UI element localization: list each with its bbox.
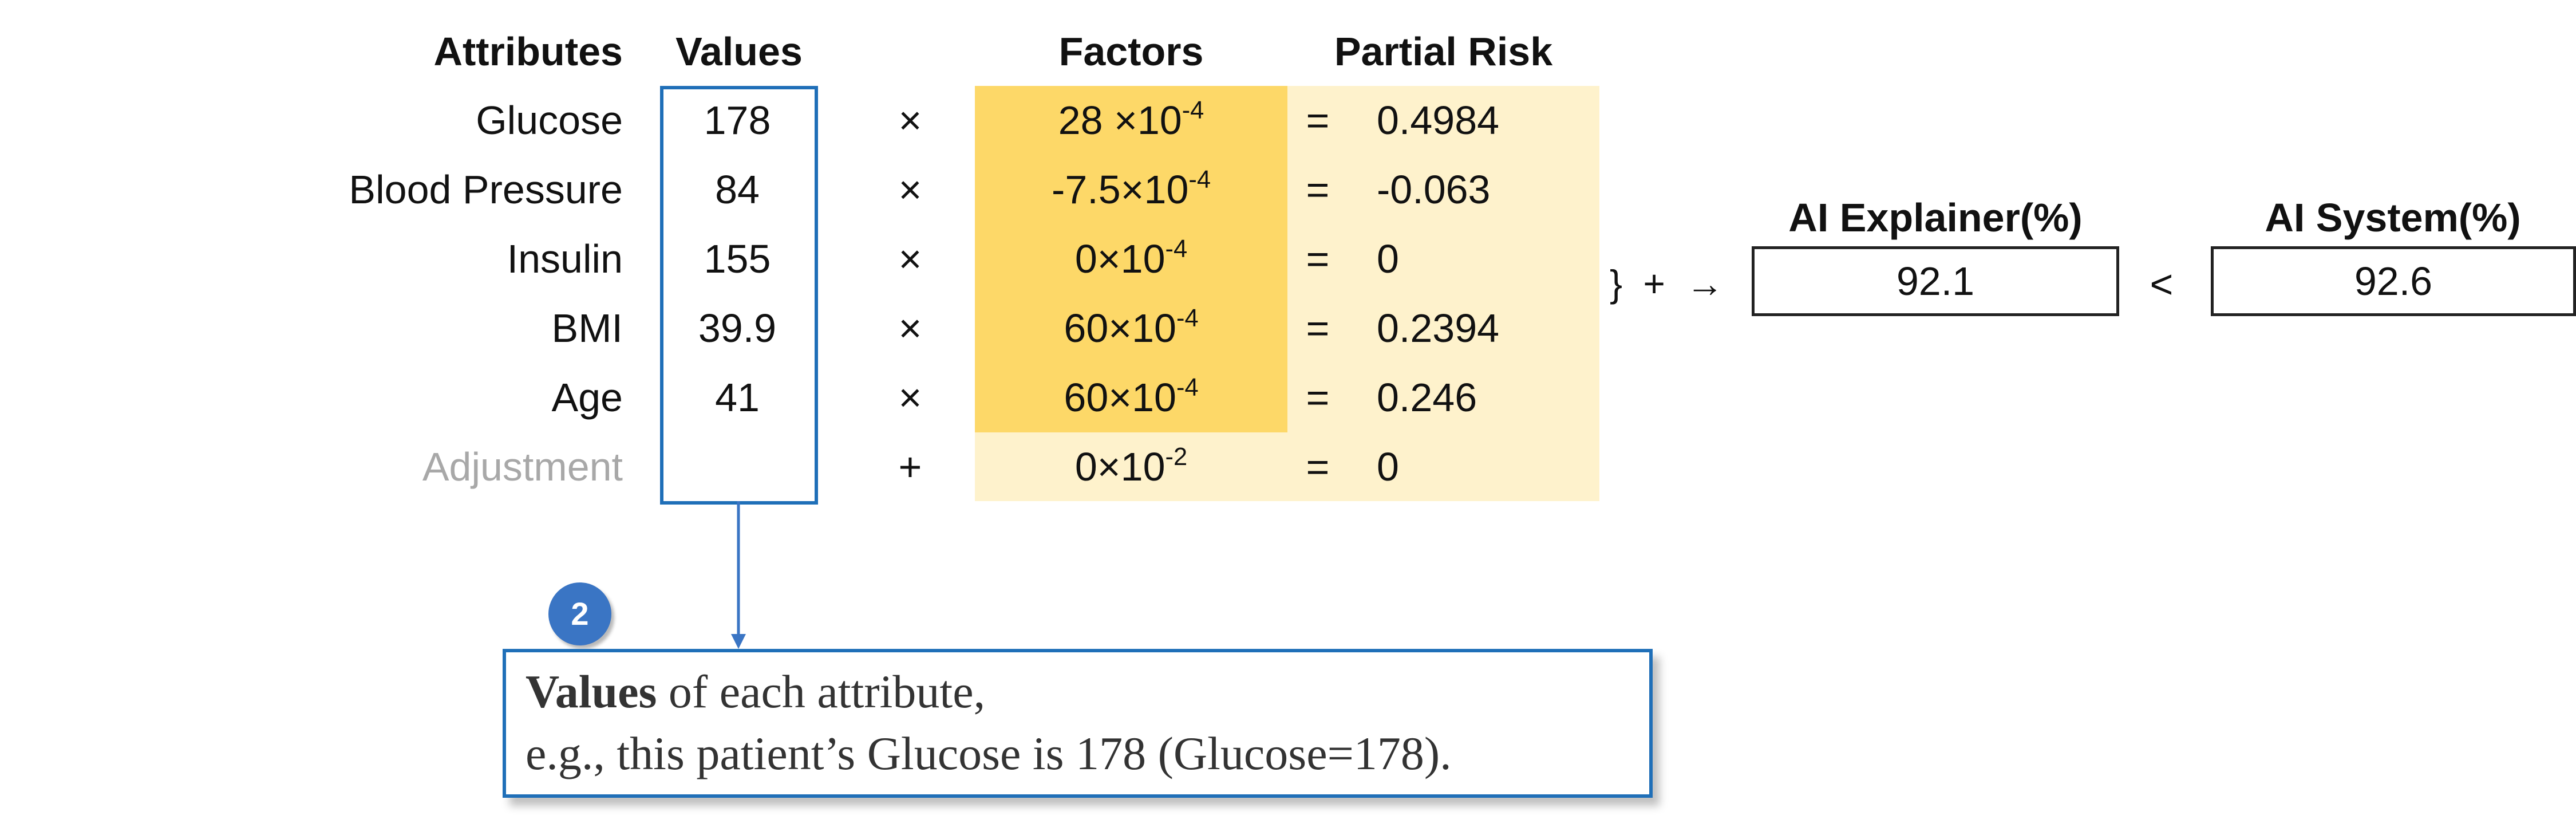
explainer-output-box: 92.1 (1752, 246, 2119, 316)
system-value: 92.6 (2354, 259, 2433, 304)
attribute-value: 84 (715, 167, 760, 212)
equals-sign: = (1306, 306, 1330, 350)
attribute-value: 178 (704, 98, 771, 143)
partial-risk-value: -0.063 (1377, 167, 1491, 212)
table-row: Blood Pressure 84 × -7.5×10-4 = -0.063 (0, 155, 2576, 224)
header-values: Values (675, 29, 803, 74)
partial-risk-value: 0 (1377, 237, 1399, 281)
equals-sign: = (1306, 375, 1330, 420)
table-row: Insulin 155 × 0×10-4 = 0 (0, 225, 2576, 293)
attribute-label: Glucose (476, 98, 623, 143)
step-badge: 2 (548, 582, 611, 645)
attribute-value: 39.9 (698, 306, 777, 350)
table-row: Age 41 × 60×10-4 = 0.246 (0, 363, 2576, 432)
callout-line-2: e.g., this patient’s Glucose is 178 (Glu… (526, 727, 1452, 779)
sum-arrow: } + → (1610, 262, 1724, 305)
factor: 28 ×10-4 (1058, 97, 1204, 143)
callout-line-1: Values of each attribute, (526, 665, 986, 718)
attribute-label-adjustment: Adjustment (422, 444, 623, 489)
table-row: BMI 39.9 × 60×10-4 = 0.2394 (0, 294, 2576, 363)
factor: 0×10-2 (1074, 443, 1188, 489)
attribute-value: 41 (715, 375, 760, 420)
operator: × (898, 306, 922, 350)
equals-sign: = (1306, 444, 1330, 489)
explainer-label: AI Explainer(%) (1788, 195, 2083, 240)
comparison-sign: < (2150, 262, 2174, 306)
partial-risk-value: 0.246 (1377, 375, 1477, 420)
factor: 60×10-4 (1064, 374, 1199, 420)
factor: -7.5×10-4 (1052, 166, 1211, 212)
operator: × (898, 375, 922, 420)
attribute-label: BMI (551, 306, 623, 350)
partial-risk-value: 0.4984 (1377, 98, 1500, 143)
values-highlight-box (660, 86, 818, 505)
equals-sign: = (1306, 167, 1330, 212)
partial-risk-value: 0 (1377, 444, 1399, 489)
equals-sign: = (1306, 98, 1330, 143)
header-attributes: Attributes (433, 29, 623, 74)
table-row: Glucose 178 × 28 ×10-4 = 0.4984 (0, 86, 2576, 155)
header-factors: Factors (1058, 29, 1204, 74)
equals-sign: = (1306, 237, 1330, 281)
operator: + (898, 444, 922, 489)
system-label: AI System(%) (2265, 195, 2521, 240)
factors-background (975, 86, 1287, 432)
partial-risk-value: 0.2394 (1377, 306, 1500, 350)
attribute-value: 155 (704, 237, 771, 281)
callout-arrow (731, 501, 746, 649)
attribute-label: Blood Pressure (349, 167, 623, 212)
explainer-value: 92.1 (1896, 259, 1975, 304)
partial-risk-background (1287, 86, 1599, 501)
system-output-box: 92.6 (2211, 246, 2576, 316)
header-partial-risk: Partial Risk (1334, 29, 1553, 74)
attribute-label: Insulin (507, 237, 623, 281)
attribute-label: Age (551, 375, 623, 420)
factor: 60×10-4 (1064, 305, 1199, 350)
factor: 0×10-4 (1074, 235, 1188, 281)
adjustment-factor-background (975, 432, 1287, 501)
table-row: Adjustment + 0×10-2 = 0 (0, 432, 2576, 501)
operator: × (898, 167, 922, 212)
operator: × (898, 237, 922, 281)
operator: × (898, 98, 922, 143)
values-callout: Values of each attribute, e.g., this pat… (503, 649, 1653, 798)
